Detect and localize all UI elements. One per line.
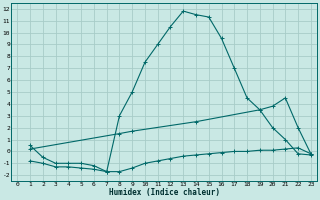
X-axis label: Humidex (Indice chaleur): Humidex (Indice chaleur) <box>108 188 220 197</box>
